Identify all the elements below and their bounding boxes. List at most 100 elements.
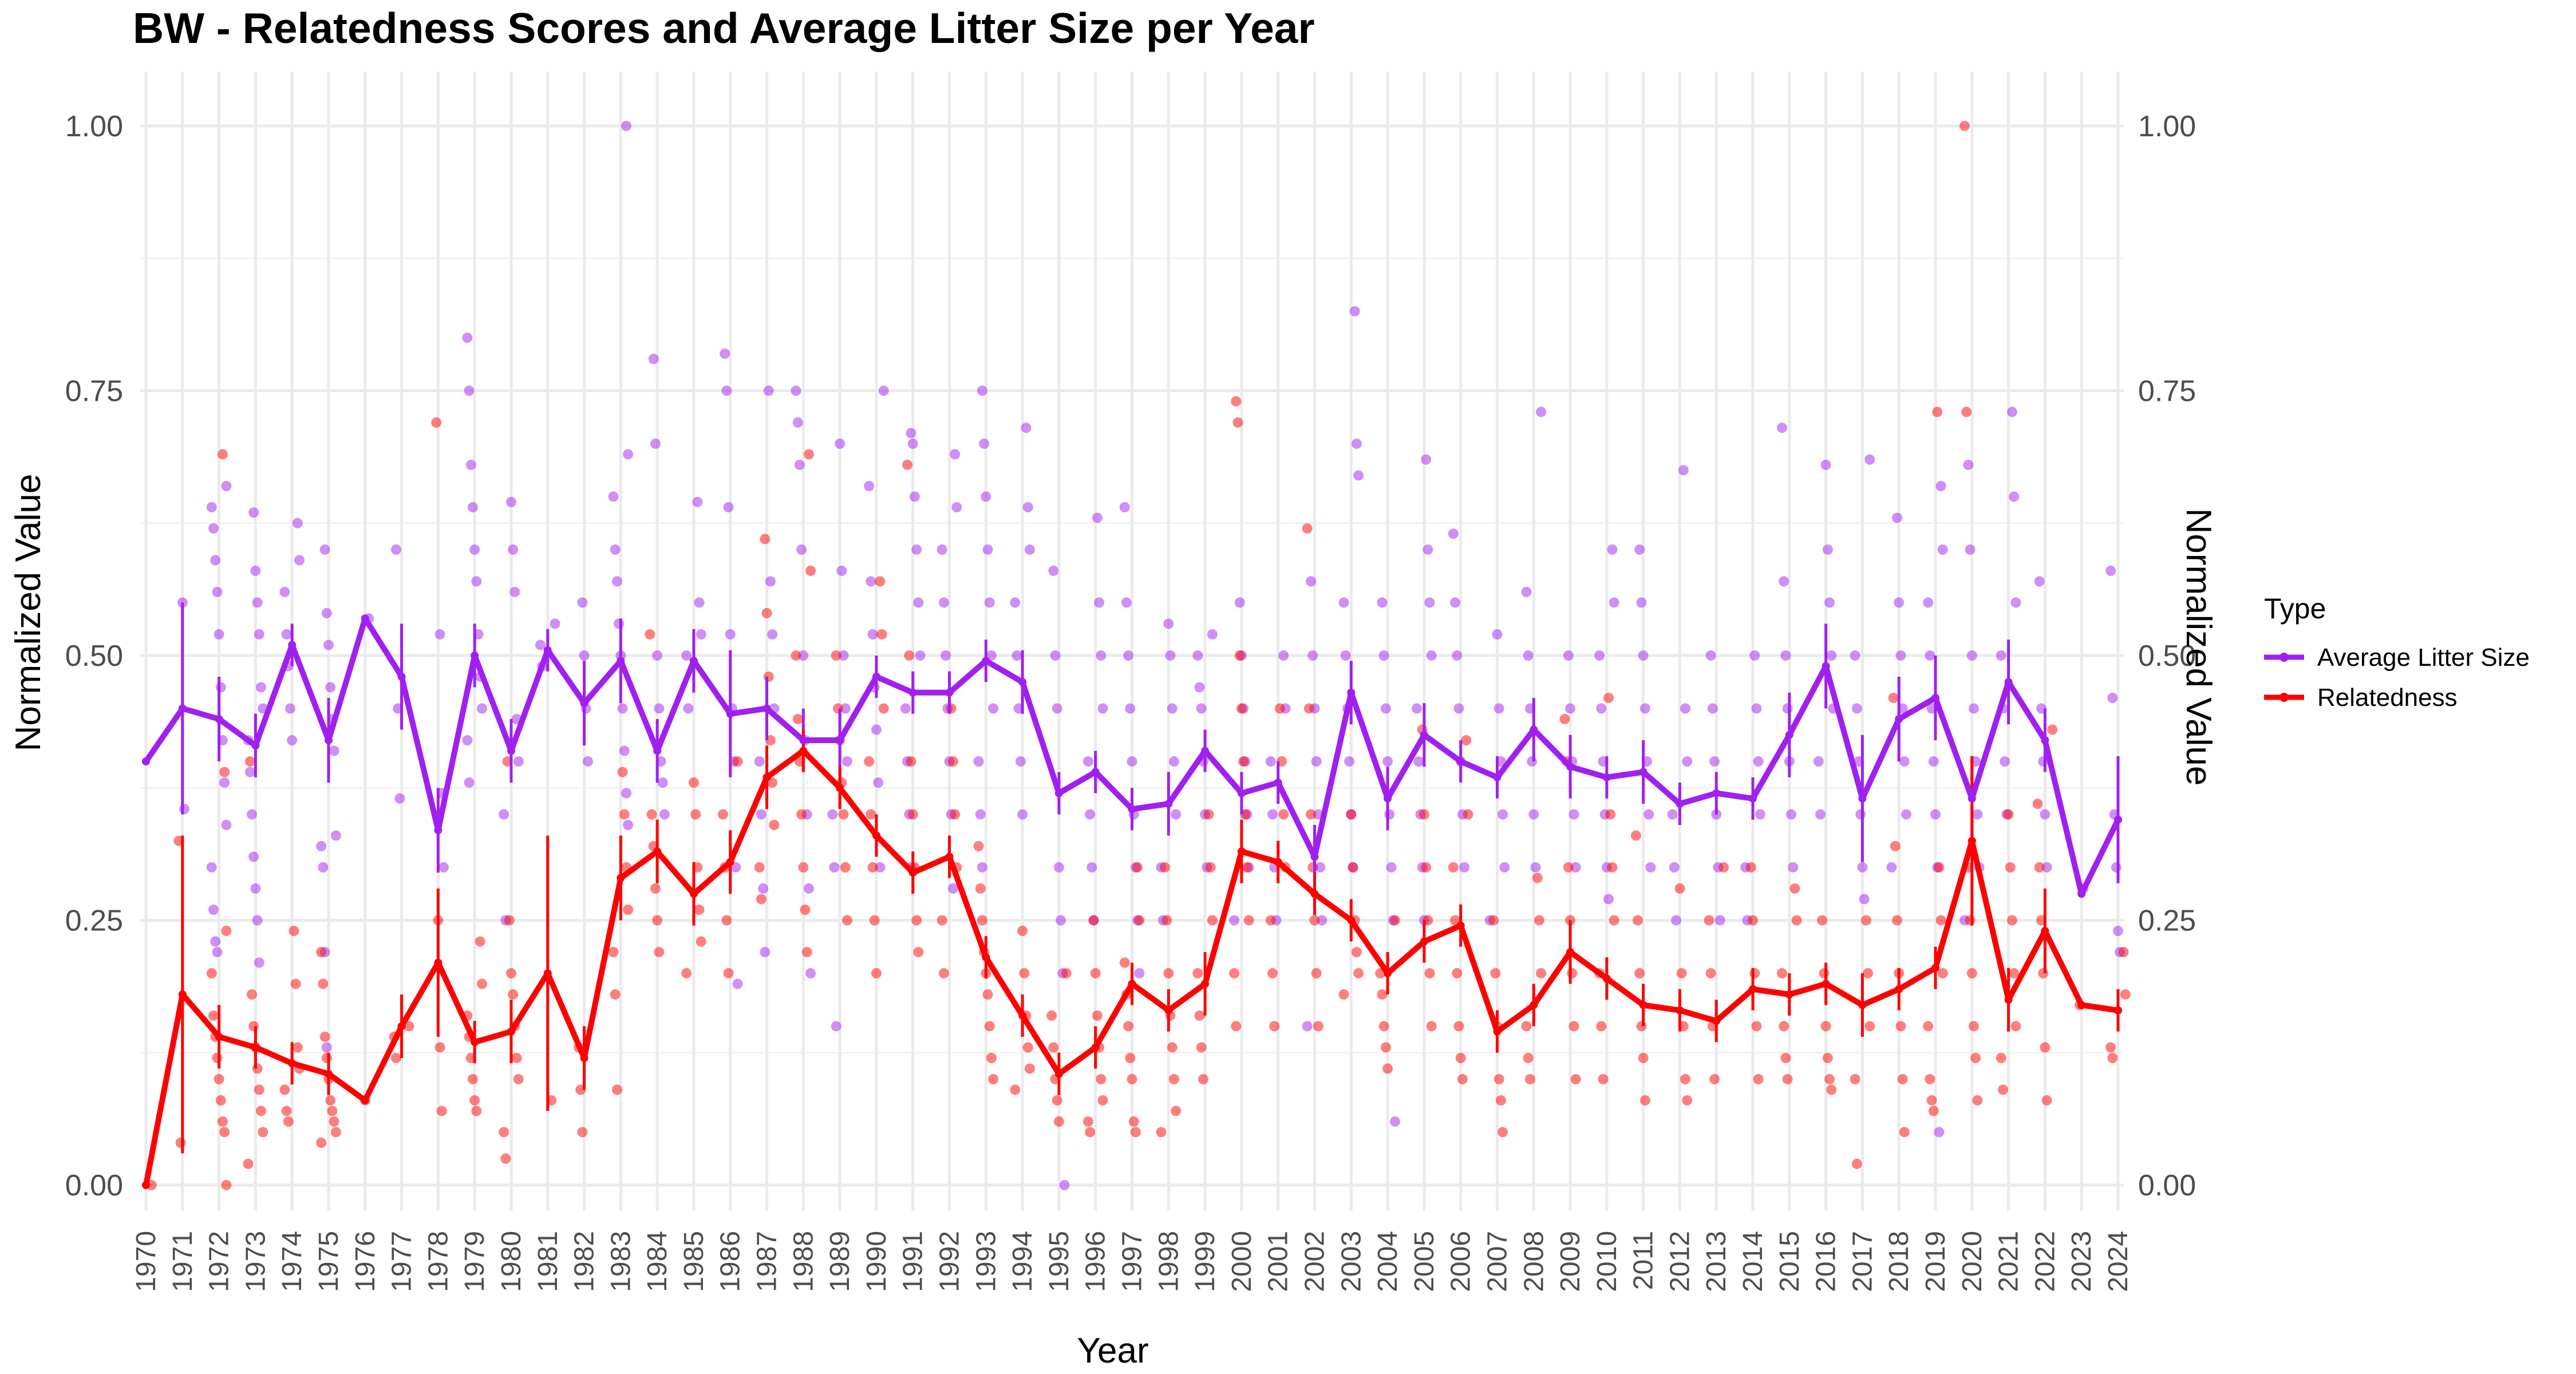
relatedness-data-point (1961, 406, 1972, 417)
relatedness-data-point (1238, 756, 1249, 767)
relatedness-data-point (1024, 1063, 1035, 1074)
y-axis-title-left: Normalized Value (9, 474, 48, 752)
average-litter-size-data-point (1751, 703, 1762, 714)
relatedness-data-point (577, 1127, 588, 1138)
average-litter-size-data-point (1934, 1127, 1945, 1138)
legend-title: Type (2264, 593, 2326, 625)
average-litter-size-data-point (1707, 703, 1718, 714)
x-tick-label: 1973 (240, 1231, 271, 1292)
relatedness-mean-point (1822, 980, 1830, 988)
relatedness-data-point (1457, 1074, 1468, 1084)
relatedness-data-point (1302, 523, 1313, 534)
average-litter-size-mean-point (471, 652, 479, 660)
average-litter-size-data-point (1857, 862, 1868, 872)
average-litter-size-data-point (179, 804, 189, 815)
average-litter-size-data-point (208, 523, 219, 534)
average-litter-size-mean-point (1054, 789, 1063, 797)
x-tick-label: 1982 (570, 1231, 600, 1292)
relatedness-data-point (2032, 799, 2043, 809)
average-litter-size-data-point (1192, 650, 1203, 661)
relatedness-mean-point (1931, 964, 1940, 972)
relatedness-data-point (1338, 989, 1349, 1000)
average-litter-size-data-point (252, 915, 263, 926)
average-litter-size-data-point (1125, 703, 1136, 714)
average-litter-size-data-point (906, 428, 916, 439)
average-litter-size-mean-point (142, 757, 150, 765)
average-litter-size-data-point (1667, 809, 1678, 820)
average-litter-size-data-point (911, 544, 922, 555)
average-litter-size-mean-point (1237, 789, 1246, 797)
average-litter-size-data-point (1378, 650, 1389, 661)
average-litter-size-data-point (1563, 650, 1574, 661)
relatedness-data-point (646, 809, 657, 820)
average-litter-size-data-point (1786, 809, 1797, 820)
x-tick-label: 2022 (2030, 1231, 2060, 1292)
relatedness-data-point (907, 809, 918, 820)
relatedness-data-point (1680, 1074, 1691, 1084)
relatedness-data-point (1353, 968, 1364, 978)
average-litter-size-data-point (248, 507, 259, 518)
x-axis-title: Year (1077, 1331, 1148, 1371)
relatedness-data-point (1088, 915, 1099, 926)
relatedness-data-point (1536, 968, 1547, 978)
relatedness-data-point (1123, 1021, 1134, 1032)
average-litter-size-mean-point (1822, 662, 1830, 670)
average-litter-size-data-point (513, 756, 524, 767)
average-litter-size-data-point (1315, 862, 1326, 872)
relatedness-data-point (1888, 693, 1899, 703)
average-litter-size-data-point (1609, 597, 1619, 608)
relatedness-data-point (1899, 1127, 1910, 1138)
average-litter-size-mean-point (1201, 747, 1210, 755)
relatedness-data-point (1419, 809, 1429, 820)
average-litter-size-mean-point (543, 646, 552, 654)
average-litter-size-data-point (1380, 703, 1391, 714)
average-litter-size-data-point (608, 491, 619, 502)
average-litter-size-mean-point (762, 704, 771, 713)
relatedness-data-point (902, 460, 913, 470)
relatedness-data-point (1380, 1042, 1391, 1053)
relatedness-mean-point (1128, 980, 1136, 988)
relatedness-data-point (2003, 809, 2014, 820)
relatedness-data-point (1048, 1042, 1059, 1053)
average-litter-size-data-point (287, 735, 298, 745)
relatedness-data-point (1488, 915, 1499, 926)
relatedness-data-point (1461, 735, 1472, 745)
relatedness-mean-point (397, 1022, 406, 1030)
average-litter-size-mean-point (1858, 794, 1867, 803)
relatedness-data-point (1490, 968, 1501, 978)
average-litter-size-data-point (1779, 576, 1789, 587)
relatedness-data-point (281, 1105, 292, 1116)
relatedness-data-point (258, 1127, 268, 1138)
average-litter-size-data-point (981, 491, 991, 502)
average-litter-size-data-point (1925, 650, 1935, 661)
average-litter-size-data-point (1302, 1021, 1313, 1032)
average-litter-size-data-point (648, 354, 659, 364)
average-litter-size-data-point (508, 544, 519, 555)
relatedness-data-point (1052, 1095, 1062, 1105)
relatedness-data-point (1749, 968, 1760, 978)
x-tick-label: 1999 (1190, 1231, 1220, 1292)
relatedness-data-point (1753, 1074, 1764, 1084)
relatedness-data-point (1167, 1042, 1178, 1053)
relatedness-data-point (316, 947, 327, 957)
relatedness-mean-point (1091, 1043, 1100, 1052)
average-litter-size-data-point (1015, 756, 1026, 767)
relatedness-data-point (1607, 862, 1618, 872)
x-tick-label: 1977 (387, 1231, 417, 1292)
average-litter-size-data-point (1265, 756, 1276, 767)
average-litter-size-data-point (657, 777, 668, 788)
y-tick-label-left: 0.50 (65, 639, 123, 673)
average-litter-size-data-point (1528, 809, 1539, 820)
x-tick-label: 2008 (1519, 1231, 1549, 1292)
x-tick-label: 2016 (1811, 1231, 1842, 1292)
relatedness-data-point (1096, 1074, 1107, 1084)
average-litter-size-data-point (1492, 629, 1503, 639)
average-litter-size-mean-point (288, 641, 297, 649)
relatedness-mean-point (1967, 836, 1976, 845)
relatedness-data-point (1303, 703, 1314, 714)
relatedness-mean-point (1347, 916, 1356, 925)
relatedness-data-point (2118, 947, 2129, 957)
relatedness-data-point (947, 756, 958, 767)
relatedness-mean-point (872, 831, 880, 840)
x-tick-label: 1985 (679, 1231, 709, 1292)
